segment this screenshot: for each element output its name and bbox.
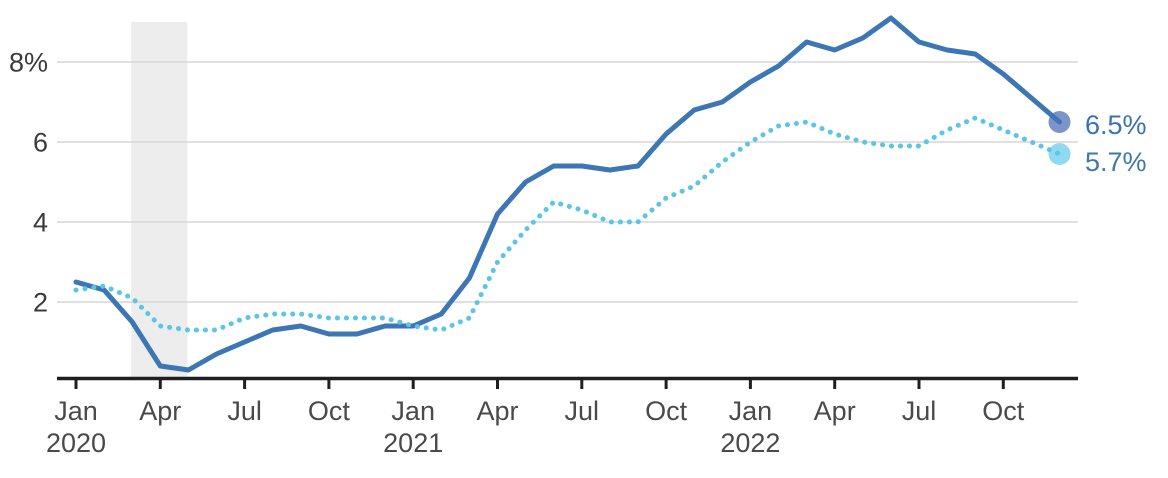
x-tick-label: Apr (814, 396, 856, 426)
recession-band (131, 22, 188, 379)
dotted-series-end-label: 5.7% (1085, 147, 1147, 177)
x-tick-label: Jul (902, 396, 937, 426)
x-year-label: 2021 (383, 428, 443, 458)
y-tick-label: 6 (33, 128, 48, 158)
solid-series-line (73, 15, 1062, 373)
y-tick-label: 2 (33, 288, 48, 318)
x-tick-label: Jan (54, 396, 98, 426)
x-year-label: 2022 (720, 428, 780, 458)
x-year-label: 2020 (46, 428, 106, 458)
x-tick-label: Oct (308, 396, 351, 426)
y-tick-label: 4 (33, 208, 48, 238)
x-tick-label: Oct (645, 396, 688, 426)
x-tick-label: Jul (227, 396, 262, 426)
dotted-series-line (73, 115, 1062, 333)
x-tick-label: Jan (391, 396, 435, 426)
x-tick-label: Apr (139, 396, 181, 426)
x-tick-label: Apr (476, 396, 518, 426)
solid-series-end-label: 6.5% (1085, 110, 1147, 140)
y-tick-label: 8% (9, 48, 48, 78)
x-tick-label: Oct (982, 396, 1025, 426)
x-tick-label: Jul (565, 396, 600, 426)
x-tick-label: Jan (729, 396, 773, 426)
